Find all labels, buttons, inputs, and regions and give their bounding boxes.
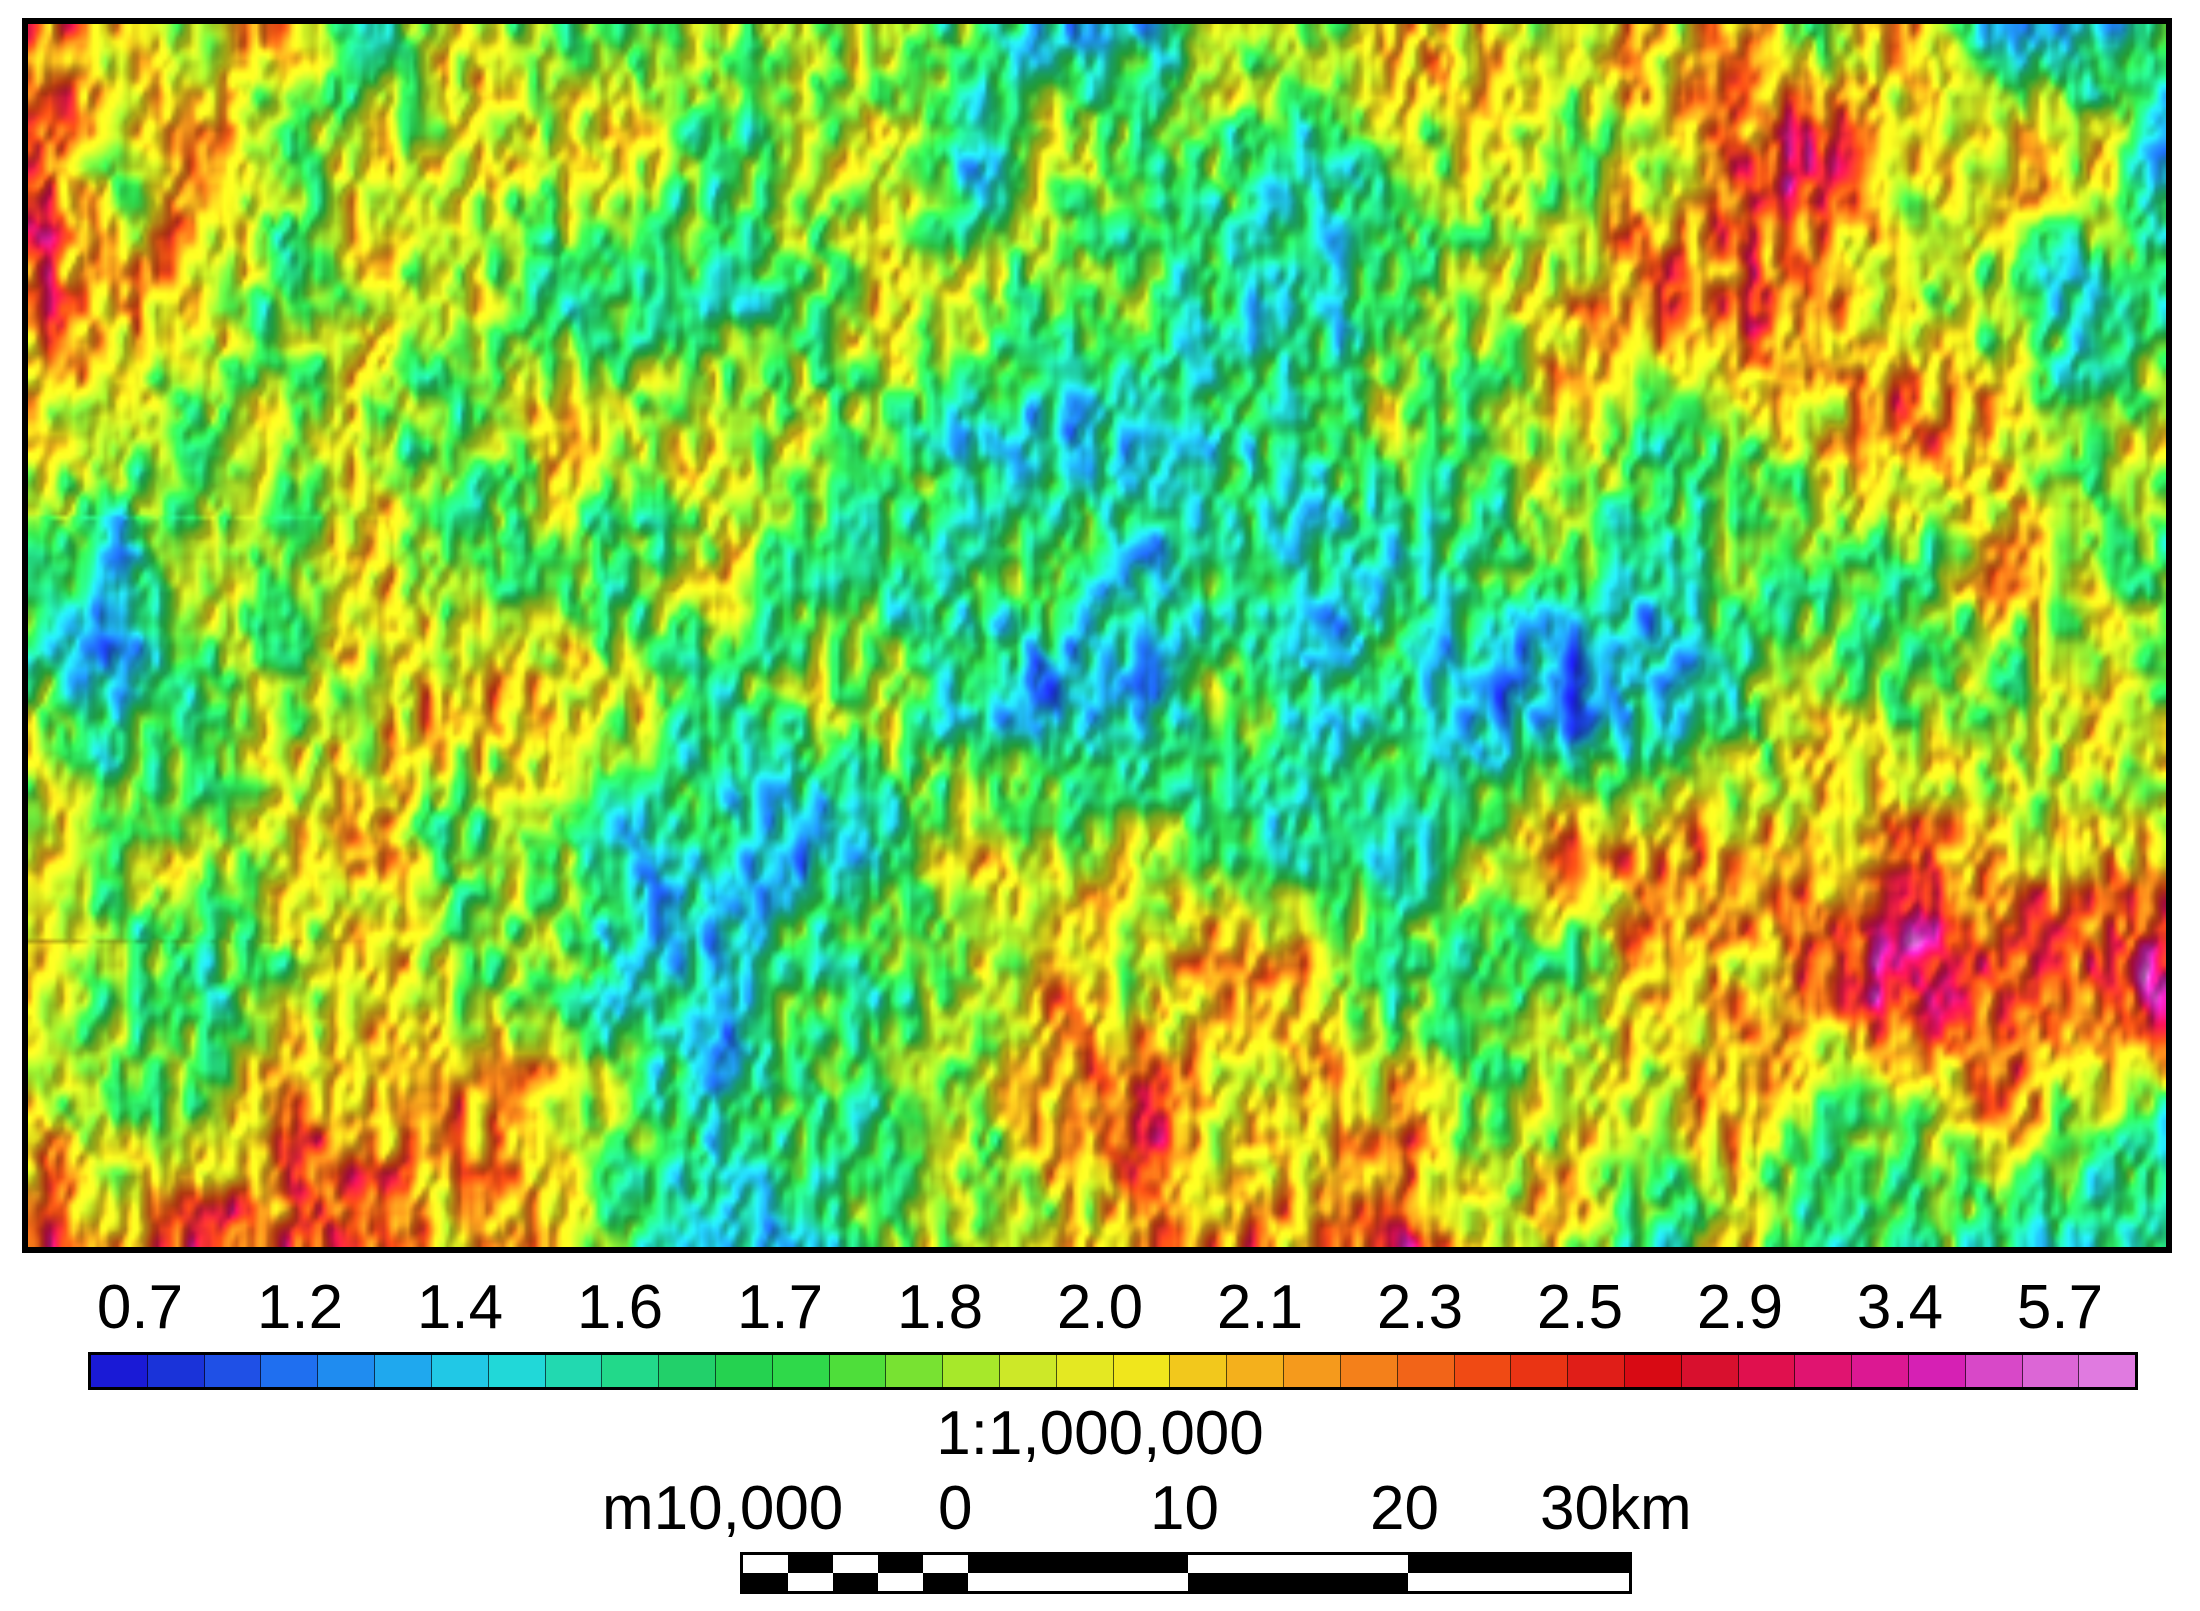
colorbar-segment [431,1355,489,1387]
colorbar-segment [545,1355,603,1387]
scale-bar-label-zero: 0 [938,1474,973,1543]
scale-bar-labels: m10,000 0 10 20 30km [0,1470,2200,1548]
colorbar-segment [659,1355,716,1387]
colorbar-segment [829,1355,887,1387]
scale-bar-cell [1188,1573,1408,1591]
scale-bar-label-10: 10 [1150,1474,1219,1543]
colorbar-segment [1056,1355,1114,1387]
colorbar-tick-label: 1.2 [256,1273,344,1342]
colorbar-tick-labels: 0.7 1.2 1.4 1.6 1.7 1.8 2.0 2.1 2.3 2.5 … [0,1268,2200,1348]
colorbar-tick-label: 5.7 [2016,1273,2104,1342]
colorbar-tick-label: 1.8 [896,1273,984,1342]
scale-bar-cell [1408,1555,1629,1573]
colorbar-tick-label: 1.4 [416,1273,504,1342]
scale-bar [740,1552,1632,1594]
colorbar-segment [147,1355,205,1387]
colorbar-segment [1681,1355,1739,1387]
colorbar-segment [1000,1355,1057,1387]
colorbar-segment [1965,1355,2023,1387]
colorbar-segment [1568,1355,1625,1387]
scale-bar-label-20: 20 [1370,1474,1439,1543]
colorbar-segment [1340,1355,1398,1387]
scale-ratio: 1:1,000,000 [936,1399,1264,1468]
colorbar-segment [2022,1355,2080,1387]
anomaly-map [22,18,2172,1253]
colorbar-tick-label: 2.3 [1376,1273,1464,1342]
colorbar-segment [1909,1355,1966,1387]
scale-bar-cell [788,1555,833,1573]
colorbar [88,1352,2138,1390]
colorbar-segment [772,1355,830,1387]
colorbar-segment [1170,1355,1228,1387]
colorbar-segment [1397,1355,1455,1387]
colorbar-segment [1738,1355,1796,1387]
colorbar-segment [886,1355,944,1387]
colorbar-tick-label: 0.7 [96,1273,184,1342]
colorbar-tick-label: 2.1 [1216,1273,1304,1342]
colorbar-segment [488,1355,546,1387]
colorbar-segment [602,1355,660,1387]
colorbar-segment [943,1355,1000,1387]
colorbar-segment [715,1355,773,1387]
colorbar-segment [1511,1355,1569,1387]
colorbar-tick-label: 2.0 [1056,1273,1144,1342]
colorbar-tick-label: 1.7 [736,1273,824,1342]
colorbar-tick-label: 1.6 [576,1273,664,1342]
scale-bar-label-30km: 30km [1540,1474,1692,1543]
colorbar-segment [261,1355,319,1387]
colorbar-segment [1852,1355,1909,1387]
colorbar-segment [1795,1355,1853,1387]
colorbar-tick-label: 3.4 [1856,1273,1944,1342]
colorbar-segment [1113,1355,1171,1387]
colorbar-segment [204,1355,262,1387]
scale-bar-label-unit: m10,000 [602,1474,844,1543]
colorbar-segment [1624,1355,1682,1387]
anomaly-map-raster [28,24,2166,1247]
scale-bar-cell [878,1555,923,1573]
colorbar-segment [318,1355,376,1387]
colorbar-tick-label: 2.5 [1536,1273,1624,1342]
scale-bar-cell [743,1573,788,1591]
scale-bar-cell [923,1573,968,1591]
colorbar-segment [375,1355,432,1387]
scale-bar-cell [968,1555,1188,1573]
scale-bar-cell [833,1573,878,1591]
colorbar-tick-label: 2.9 [1696,1273,1784,1342]
colorbar-segment [91,1355,148,1387]
colorbar-segment [1284,1355,1341,1387]
colorbar-segment [2079,1355,2136,1387]
colorbar-segment [1454,1355,1512,1387]
colorbar-segment [1227,1355,1285,1387]
